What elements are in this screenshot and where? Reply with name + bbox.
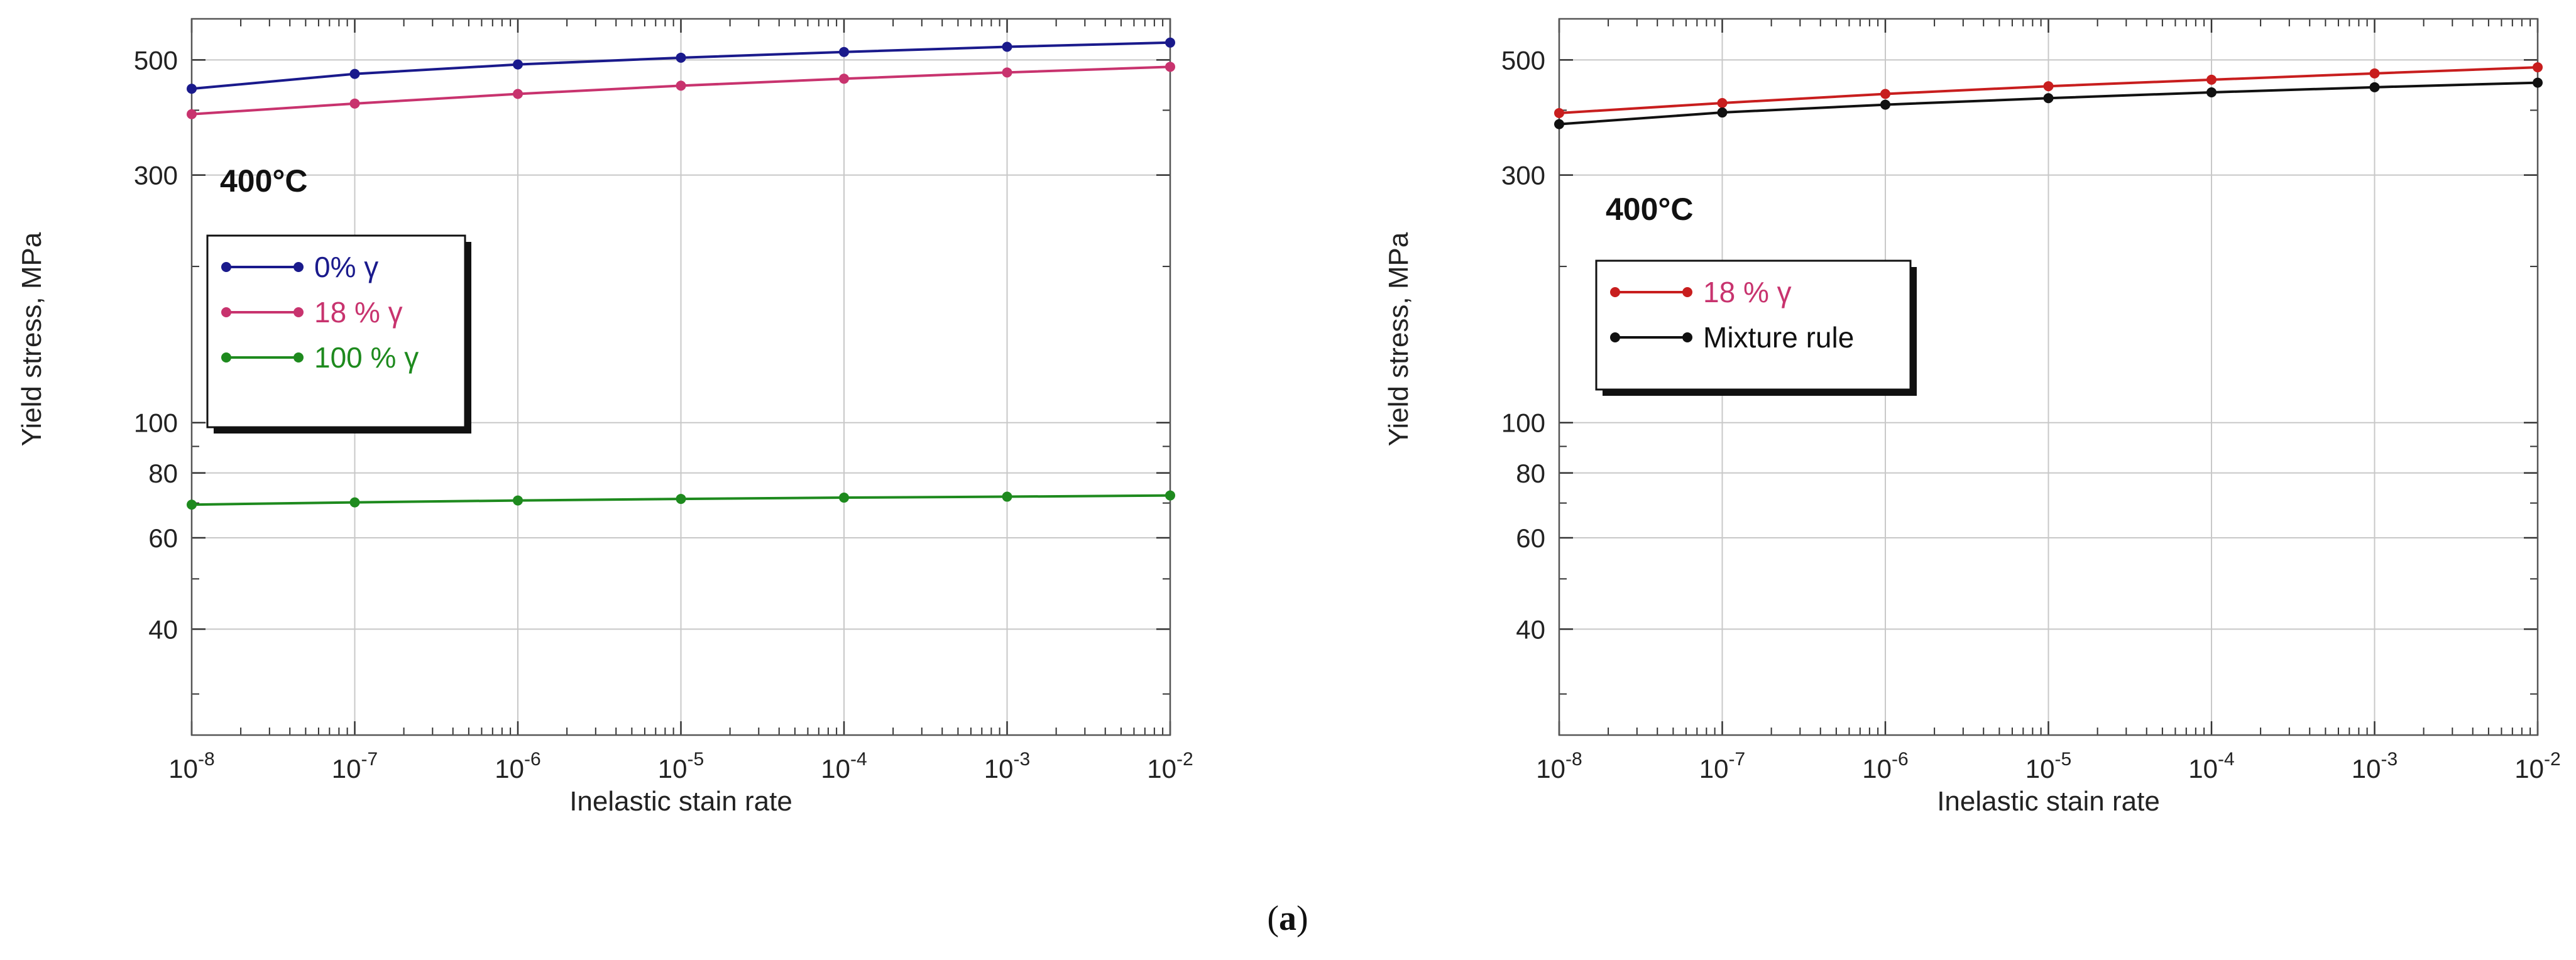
- data-point: [1165, 37, 1175, 48]
- legend-marker: [1682, 332, 1692, 342]
- data-point: [1717, 97, 1728, 108]
- legend-label: 0% γ: [314, 251, 378, 283]
- data-point: [2206, 74, 2217, 85]
- chart-left: 500 300 100 80 60 40 10-8 10-7 10-6 10-5 10-4 10-3 1…: [16, 18, 1193, 817]
- x-tick-label: 10-6: [1862, 749, 1908, 783]
- legend-label: 18 % γ: [1703, 276, 1792, 308]
- chart-right: 500 300 100 80 60 40 10-8 10-7 10-6 10-5 10-4 10-3 1…: [1383, 18, 2561, 817]
- data-point: [349, 68, 360, 79]
- data-point: [513, 59, 523, 70]
- legend-label: 18 % γ: [314, 296, 403, 329]
- data-point: [1717, 107, 1728, 118]
- legend-marker: [293, 262, 304, 272]
- figure-caption: (a): [1267, 899, 1308, 938]
- x-tick-label: 10-4: [2188, 749, 2234, 783]
- data-point: [1002, 491, 1012, 502]
- x-tick-label: 10-8: [1536, 749, 1582, 783]
- legend-marker: [1610, 287, 1620, 297]
- y-tick-label: 60: [148, 523, 178, 553]
- data-point: [1554, 107, 1564, 118]
- x-tick-label: 10-6: [495, 749, 540, 783]
- data-point: [839, 493, 849, 503]
- data-point: [676, 494, 686, 505]
- data-point: [1002, 41, 1012, 52]
- data-point: [676, 52, 686, 63]
- data-point: [349, 497, 360, 508]
- legend-marker: [293, 352, 304, 363]
- data-point: [349, 98, 360, 109]
- y-tick-label: 100: [1501, 408, 1545, 438]
- x-axis-title: Inelastic stain rate: [569, 786, 792, 817]
- y-axis-title: Yield stress, MPa: [1383, 232, 1414, 446]
- y-tick-label: 500: [134, 45, 178, 75]
- y-tick-label: 100: [134, 408, 178, 438]
- data-point: [2369, 82, 2380, 92]
- data-point: [187, 84, 197, 94]
- data-point: [839, 46, 849, 57]
- x-axis-title: Inelastic stain rate: [1937, 786, 2160, 817]
- legend-marker: [1682, 287, 1692, 297]
- legend-box: [1595, 259, 1912, 391]
- data-point: [1165, 62, 1175, 72]
- data-point: [839, 74, 849, 84]
- data-point: [1002, 67, 1012, 78]
- x-tick-label: 10-2: [2514, 749, 2560, 783]
- data-point: [513, 495, 523, 506]
- legend-marker: [221, 307, 231, 317]
- y-tick-label: 300: [134, 161, 178, 190]
- data-point: [1554, 119, 1564, 129]
- y-tick-label: 40: [148, 614, 178, 644]
- x-tick-label: 10-7: [1699, 749, 1745, 783]
- x-tick-label: 10-7: [332, 749, 378, 783]
- legend-marker: [293, 307, 304, 317]
- data-point: [513, 89, 523, 99]
- data-point: [2043, 93, 2054, 104]
- legend-marker: [221, 262, 231, 272]
- x-tick-label: 10-4: [821, 749, 867, 783]
- data-point: [2043, 81, 2054, 92]
- legend-label: 100 % γ: [314, 341, 419, 374]
- x-tick-label: 10-5: [2025, 749, 2071, 783]
- y-tick-label: 300: [1501, 161, 1545, 190]
- data-point: [187, 109, 197, 119]
- data-point: [1880, 89, 1890, 99]
- y-axis-title: Yield stress, MPa: [16, 232, 47, 446]
- plot-frame: [1558, 18, 2539, 736]
- legend-label: Mixture rule: [1703, 321, 1854, 354]
- legend-marker: [1610, 332, 1620, 342]
- data-point: [2533, 77, 2543, 88]
- y-tick-label: 80: [1516, 459, 1545, 488]
- x-tick-label: 10-5: [658, 749, 704, 783]
- data-point: [1880, 99, 1890, 110]
- x-tick-label: 10-3: [2352, 749, 2398, 783]
- y-tick-label: 40: [1516, 614, 1545, 644]
- y-tick-label: 60: [1516, 523, 1545, 553]
- y-tick-label: 500: [1501, 45, 1545, 75]
- plot-frame: [190, 18, 1171, 736]
- legend-marker: [221, 352, 231, 363]
- x-tick-label: 10-2: [1147, 749, 1193, 783]
- temperature-annotation: 400°C: [220, 163, 308, 199]
- data-point: [187, 499, 197, 510]
- y-tick-label: 80: [148, 459, 178, 488]
- data-point: [2533, 62, 2543, 73]
- x-tick-label: 10-3: [984, 749, 1030, 783]
- data-point: [2206, 87, 2217, 98]
- data-point: [1165, 490, 1175, 501]
- data-point: [2369, 68, 2380, 79]
- temperature-annotation: 400°C: [1606, 192, 1694, 227]
- x-tick-label: 10-8: [168, 749, 214, 783]
- data-point: [676, 80, 686, 91]
